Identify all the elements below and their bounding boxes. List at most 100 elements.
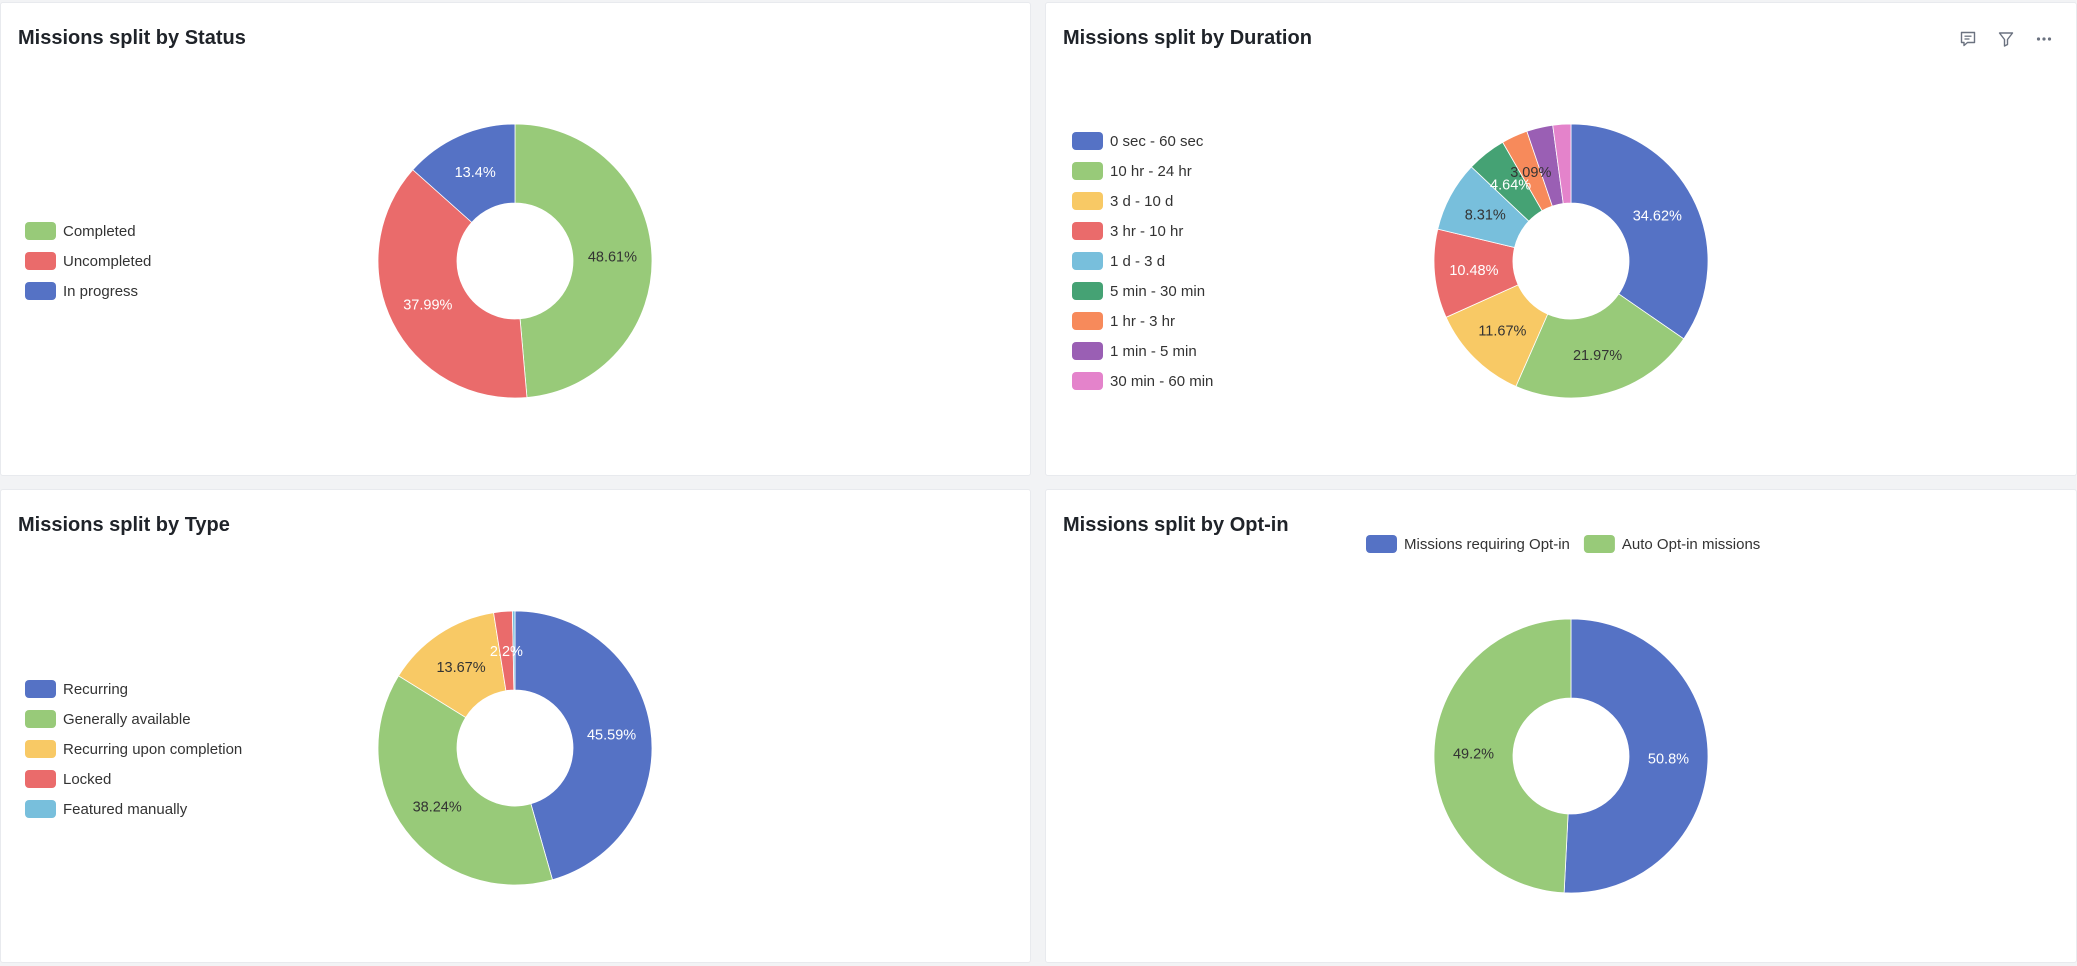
legend-item[interactable]: 1 hr - 3 hr xyxy=(1072,312,1175,330)
slice-label: 49.2% xyxy=(1453,747,1494,763)
legend-item[interactable]: 3 d - 10 d xyxy=(1072,192,1173,210)
slice-label: 10.48% xyxy=(1449,263,1498,279)
legend-item[interactable]: In progress xyxy=(25,282,138,300)
legend-label: In progress xyxy=(63,283,138,300)
legend-label: 5 min - 30 min xyxy=(1110,283,1205,300)
panel-title: Missions split by Opt-in xyxy=(1063,514,1289,536)
legend-swatch xyxy=(1072,132,1103,150)
legend: Completed Uncompleted In progress xyxy=(25,222,151,300)
status-chart: 48.61% 37.99% 13.4% Completed Uncompleted In … xyxy=(25,123,653,399)
legend-swatch xyxy=(25,710,56,728)
legend-item[interactable]: 1 min - 5 min xyxy=(1072,342,1197,360)
legend-item[interactable]: Generally available xyxy=(25,710,191,728)
legend-label: 3 d - 10 d xyxy=(1110,193,1173,210)
legend-item[interactable]: 10 hr - 24 hr xyxy=(1072,162,1192,180)
legend-swatch xyxy=(1072,312,1103,330)
legend-swatch xyxy=(1072,162,1103,180)
panel-status: Missions split by Status 48.61% 37.99% 13.… xyxy=(0,2,1031,476)
legend-swatch xyxy=(1072,282,1103,300)
legend-label: Auto Opt-in missions xyxy=(1622,536,1760,553)
slice-label: 8.31% xyxy=(1465,208,1506,224)
legend-swatch xyxy=(1072,372,1103,390)
donut-slices xyxy=(1433,618,1709,894)
slice-missions-requiring-opt-in[interactable] xyxy=(1563,618,1709,894)
legend-item[interactable]: 0 sec - 60 sec xyxy=(1072,132,1204,150)
legend: Missions requiring Opt-in Auto Opt-in mis… xyxy=(1366,535,1760,553)
legend-label: Locked xyxy=(63,771,111,788)
legend-label: Featured manually xyxy=(63,801,188,818)
slice-label: 11.67% xyxy=(1478,323,1526,339)
slice-in-progress[interactable] xyxy=(412,123,516,223)
slice-label: 4.64% xyxy=(1490,177,1531,193)
legend-item[interactable]: Auto Opt-in missions xyxy=(1583,535,1760,553)
legend-label: Completed xyxy=(63,223,136,240)
legend-item[interactable]: 30 min - 60 min xyxy=(1072,372,1213,390)
slice-0-sec-60-sec[interactable] xyxy=(1570,123,1709,340)
legend-item[interactable]: Completed xyxy=(25,222,136,240)
legend-item[interactable]: 3 hr - 10 hr xyxy=(1072,222,1183,240)
legend-item[interactable]: Uncompleted xyxy=(25,252,151,270)
legend-label: 1 hr - 3 hr xyxy=(1110,313,1175,330)
legend-swatch xyxy=(1072,252,1103,270)
legend-swatch xyxy=(25,740,56,758)
legend-item[interactable]: 5 min - 30 min xyxy=(1072,282,1205,300)
legend-item[interactable]: Recurring xyxy=(25,680,128,698)
slice-label: 34.62% xyxy=(1633,209,1682,225)
legend-label: 3 hr - 10 hr xyxy=(1110,223,1183,240)
filter-icon[interactable] xyxy=(1994,27,2018,51)
slice-recurring[interactable] xyxy=(514,610,653,881)
more-icon[interactable] xyxy=(2032,27,2056,51)
slice-30-min-60-min[interactable] xyxy=(1552,123,1572,204)
legend-label: 1 d - 3 d xyxy=(1110,253,1165,270)
slice-label: 13.4% xyxy=(455,165,496,181)
comment-icon[interactable] xyxy=(1956,27,1980,51)
slice-auto-opt-in-missions[interactable] xyxy=(1433,618,1572,894)
donut-slices xyxy=(1433,123,1709,399)
legend-label: Recurring upon completion xyxy=(63,741,242,758)
legend-item[interactable]: Featured manually xyxy=(25,800,188,818)
legend-swatch xyxy=(25,222,56,240)
legend-label: 1 min - 5 min xyxy=(1110,343,1197,360)
slice-uncompleted[interactable] xyxy=(377,169,528,399)
duration-chart: 34.62% 21.97% 11.67% 10.48% 8.31% 4.64%3.09% 0… xyxy=(1072,123,1709,399)
slice-label: 48.61% xyxy=(588,250,637,266)
legend-swatch xyxy=(1366,535,1397,553)
legend-swatch xyxy=(25,282,56,300)
legend-label: 0 sec - 60 sec xyxy=(1110,133,1204,150)
slice-label: 50.8% xyxy=(1648,751,1689,767)
panel-title: Missions split by Duration xyxy=(1063,27,1312,49)
slice-label: 37.99% xyxy=(403,298,452,314)
legend-swatch xyxy=(1072,192,1103,210)
legend-label: Recurring xyxy=(63,681,128,698)
legend-item[interactable]: Recurring upon completion xyxy=(25,740,242,758)
slice-label: 3.09% xyxy=(1510,165,1551,181)
slice-label: 13.67% xyxy=(436,660,485,676)
panel-title: Missions split by Status xyxy=(18,27,246,49)
legend: 0 sec - 60 sec 10 hr - 24 hr 3 d - 10 d 3 h… xyxy=(1072,132,1213,390)
optin-chart: 50.8% 49.2% Missions requiring Opt-in Auto … xyxy=(1366,535,1760,894)
legend-swatch xyxy=(1072,342,1103,360)
slice-label: 38.24% xyxy=(413,800,462,816)
panel-duration: Missions split by Duration 34.62% 21.97% 1… xyxy=(1045,2,2077,476)
legend-label: 30 min - 60 min xyxy=(1110,373,1213,390)
legend-label: Uncompleted xyxy=(63,253,151,270)
slice-label: 21.97% xyxy=(1573,348,1622,364)
slice-recurring-upon-completion[interactable] xyxy=(397,612,507,718)
legend-swatch xyxy=(25,252,56,270)
legend-item[interactable]: Locked xyxy=(25,770,111,788)
panel-type: Missions split by Type 45.59% 38.24% 13.67… xyxy=(0,489,1031,963)
legend-label: 10 hr - 24 hr xyxy=(1110,163,1192,180)
legend-swatch xyxy=(25,680,56,698)
slice-generally-available[interactable] xyxy=(377,675,553,886)
legend-item[interactable]: 1 d - 3 d xyxy=(1072,252,1165,270)
legend-swatch xyxy=(25,770,56,788)
donut-slices xyxy=(377,610,653,886)
slice-completed[interactable] xyxy=(514,123,653,398)
legend-item[interactable]: Missions requiring Opt-in xyxy=(1366,535,1570,553)
legend: Recurring Generally available Recurring up… xyxy=(25,680,242,818)
slice-featured-manually[interactable] xyxy=(512,610,516,691)
legend-swatch xyxy=(1583,535,1615,553)
type-chart: 45.59% 38.24% 13.67% 2.2% Recurring Generally… xyxy=(25,610,653,886)
donut-slices xyxy=(377,123,653,399)
slice-10-hr-24-hr[interactable] xyxy=(1515,293,1685,399)
